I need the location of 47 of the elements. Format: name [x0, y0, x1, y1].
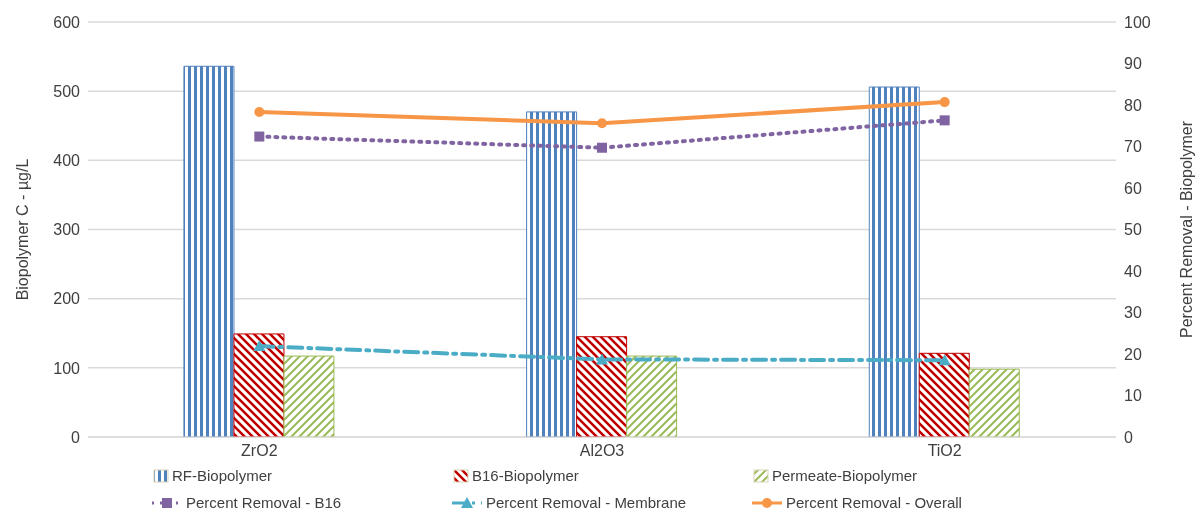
bar	[526, 111, 578, 437]
point	[939, 115, 950, 126]
y2-tick-label: 100	[1124, 13, 1151, 31]
point	[253, 340, 266, 352]
y2-tick-label: 50	[1124, 221, 1142, 239]
legend-label: Percent Removal - Overall	[786, 494, 962, 511]
legend-label: RF-Biopolymer	[172, 467, 273, 484]
y-tick-label: 600	[53, 13, 81, 31]
y2-tick-label: 90	[1124, 55, 1142, 73]
bar	[626, 355, 678, 437]
point	[254, 131, 265, 142]
point	[597, 118, 607, 129]
y2-tick-label: 20	[1124, 345, 1142, 363]
y2-tick-label: 80	[1124, 96, 1142, 114]
bar	[918, 352, 970, 437]
y-tick-label: 100	[53, 359, 81, 377]
y2-tick-label: 30	[1124, 304, 1142, 322]
point	[254, 107, 265, 118]
y2-tick-label: 70	[1124, 138, 1142, 156]
y-tick-label: 200	[53, 290, 81, 308]
y-tick-label: 400	[53, 152, 81, 170]
bar	[968, 368, 1020, 437]
bar	[576, 336, 628, 437]
x-tick-label: TiO2	[927, 442, 962, 460]
legend-label: Percent Removal - Membrane	[486, 494, 687, 511]
point	[596, 353, 608, 365]
point	[597, 142, 607, 153]
bar	[233, 333, 285, 437]
y2-axis-title: Percent Removal - Biopolymer	[1177, 120, 1195, 338]
point	[939, 97, 950, 108]
y-tick-label: 300	[53, 221, 81, 239]
bar	[183, 65, 235, 437]
point	[938, 354, 951, 366]
y2-tick-label: 0	[1124, 428, 1133, 446]
x-tick-label: ZrO2	[241, 442, 278, 460]
y2-tick-label: 40	[1124, 262, 1142, 280]
y-tick-label: 0	[71, 428, 81, 446]
bar	[868, 86, 920, 437]
legend-label: Permeate-Biopolymer	[772, 467, 918, 484]
bar	[283, 355, 335, 437]
legend-label: Percent Removal - B16	[186, 494, 342, 511]
y-axis-title: Biopolymer C - µg/L	[13, 158, 31, 301]
y-tick-label: 500	[53, 82, 81, 100]
x-tick-label: Al2O3	[579, 442, 625, 460]
legend-label: B16-Biopolymer	[472, 467, 579, 484]
y2-tick-label: 10	[1124, 387, 1142, 405]
y2-tick-label: 60	[1124, 179, 1142, 197]
